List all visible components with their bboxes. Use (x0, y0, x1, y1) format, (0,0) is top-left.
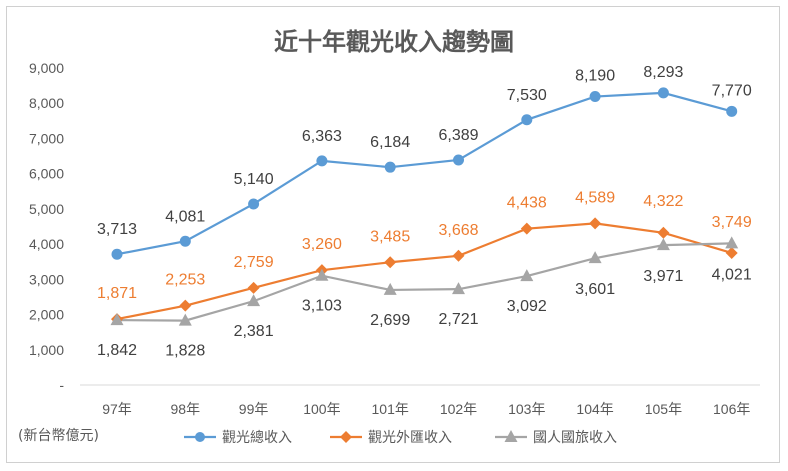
data-label: 4,322 (643, 193, 683, 210)
point-marker (589, 217, 602, 230)
y-tick-label: 8,000 (29, 95, 64, 111)
series-markers (110, 87, 739, 326)
data-label: 4,081 (165, 208, 205, 225)
x-tick-label: 105年 (645, 401, 682, 417)
x-tick-label: 103年 (508, 401, 545, 417)
data-label: 8,293 (643, 64, 683, 81)
x-tick-label: 97年 (102, 401, 132, 417)
point-marker (384, 161, 396, 173)
x-tick-label: 106年 (713, 401, 750, 417)
legend-label: 觀光總收入 (222, 429, 292, 446)
y-tick-label: 3,000 (29, 271, 64, 287)
data-label: 3,260 (302, 236, 342, 253)
point-marker (179, 235, 191, 247)
point-marker (248, 198, 260, 210)
data-label: 6,184 (370, 134, 410, 151)
point-marker (657, 87, 669, 99)
y-tick-label: 6,000 (29, 166, 64, 182)
data-label: 3,092 (507, 298, 547, 315)
point-marker (453, 154, 464, 166)
y-axis-ticks: - 1,000 2,000 3,000 4,000 5,000 6,000 7,000 8,00… (29, 60, 64, 393)
data-labels: 3,713 4,081 5,140 6,363 6,184 6,389 7,530 8,190… (97, 64, 752, 360)
y-tick-label: 1,000 (29, 342, 64, 358)
data-label: 6,363 (302, 128, 342, 145)
point-marker (656, 238, 670, 251)
point-marker (725, 246, 738, 259)
point-marker (452, 249, 465, 262)
series-line-2 (116, 242, 732, 322)
series-line-0 (116, 91, 732, 256)
legend-marker (195, 432, 205, 442)
point-marker (588, 251, 602, 264)
data-label: 3,485 (370, 228, 410, 245)
data-label: 1,828 (165, 343, 205, 360)
point-marker (383, 282, 397, 295)
y-tick-label: 4,000 (29, 236, 64, 252)
y-tick-label: - (59, 377, 64, 393)
legend: 觀光總收入 觀光外匯收入 國人國旅收入 (184, 429, 617, 446)
y-tick-label: 9,000 (29, 60, 64, 76)
data-label: 2,253 (165, 272, 205, 289)
series-line-1 (116, 222, 733, 321)
point-marker (110, 313, 124, 326)
legend-label: 觀光外匯收入 (368, 430, 452, 446)
x-tick-label: 102年 (440, 401, 477, 417)
point-marker (247, 281, 260, 294)
point-marker (178, 313, 192, 326)
point-marker (111, 248, 123, 260)
data-label: 6,389 (438, 127, 478, 144)
point-marker (179, 299, 192, 312)
data-label: 3,668 (438, 222, 478, 239)
chart-title: 近十年觀光收入趨勢圖 (274, 28, 514, 56)
point-marker (316, 155, 328, 167)
unit-note: (新台幣億元) (18, 428, 99, 444)
x-tick-label: 100年 (303, 401, 340, 417)
x-tick-label: 101年 (372, 401, 409, 417)
chart-frame (6, 6, 780, 463)
x-tick-label: 98年 (171, 401, 201, 417)
data-label: 2,381 (234, 323, 274, 340)
data-label: 3,971 (643, 268, 683, 285)
x-axis-ticks: 97年 98年 99年 100年 101年 102年 103年 104年 105年 106年 (102, 401, 750, 417)
data-label: 7,770 (712, 82, 752, 99)
point-marker (247, 294, 261, 307)
data-label: 7,530 (507, 87, 547, 104)
data-label: 1,842 (97, 342, 137, 359)
legend-label: 國人國旅收入 (533, 430, 617, 446)
data-label: 1,871 (97, 285, 137, 302)
point-marker (657, 226, 670, 239)
data-label: 4,589 (575, 189, 615, 206)
point-marker (726, 105, 738, 117)
data-label: 2,759 (234, 254, 274, 271)
point-marker (521, 114, 533, 126)
point-marker (725, 236, 739, 249)
data-label: 8,190 (575, 68, 615, 85)
x-tick-label: 104年 (576, 401, 613, 417)
point-marker (452, 282, 465, 295)
point-marker (520, 222, 533, 235)
series-lines (116, 91, 733, 322)
data-label: 3,713 (97, 221, 137, 238)
data-label: 4,438 (507, 195, 547, 212)
legend-marker (340, 431, 352, 443)
data-label: 2,699 (370, 312, 410, 329)
data-label: 5,140 (234, 171, 274, 188)
x-tick-label: 99年 (239, 401, 269, 417)
point-marker (589, 91, 601, 103)
y-tick-label: 2,000 (29, 307, 64, 323)
y-tick-label: 7,000 (29, 130, 64, 146)
legend-marker (504, 430, 518, 442)
data-label: 2,721 (438, 311, 478, 328)
data-label: 3,103 (302, 298, 342, 315)
data-label: 4,021 (712, 266, 752, 283)
data-label: 3,749 (712, 214, 752, 231)
point-marker (384, 256, 397, 269)
y-tick-label: 5,000 (29, 201, 64, 217)
data-label: 3,601 (575, 281, 615, 298)
point-marker (315, 268, 329, 281)
point-marker (520, 269, 534, 282)
